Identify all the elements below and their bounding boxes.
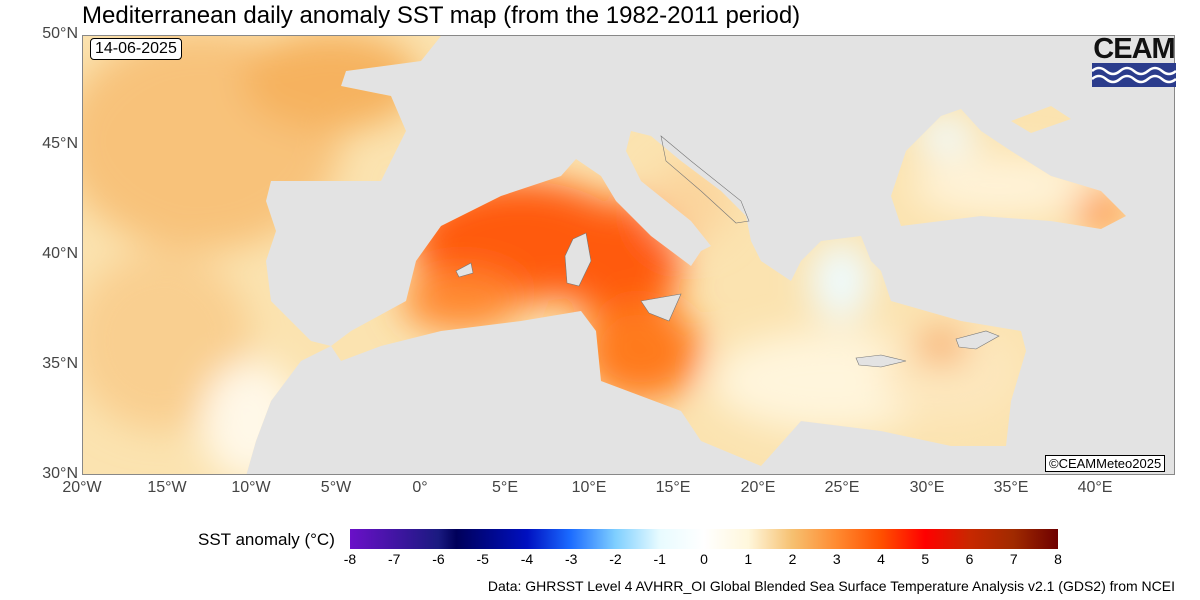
lon-label: 30°E	[909, 479, 945, 496]
colorbar-tick: 1	[744, 551, 753, 567]
lon-label: 35°E	[993, 479, 1029, 496]
colorbar-tick: -7	[388, 551, 401, 567]
colorbar	[350, 529, 1058, 549]
islands	[455, 135, 1000, 368]
date-badge: 14-06-2025	[90, 38, 182, 60]
sardinia-corsica	[564, 232, 592, 287]
colorbar-tick: -4	[520, 551, 534, 567]
colorbar-tick: -3	[565, 551, 578, 567]
lon-label: 0°	[412, 479, 428, 496]
lon-label: 25°E	[824, 479, 860, 496]
copyright-label: ©CEAMMeteo2025	[1045, 455, 1166, 472]
sst-anomaly-field	[83, 36, 1126, 474]
colorbar-tick: 2	[788, 551, 797, 567]
colorbar-tick: -2	[609, 551, 622, 567]
lon-label: 10°E	[571, 479, 607, 496]
lon-label: 20°W	[62, 479, 102, 496]
waves-icon	[1091, 63, 1177, 87]
colorbar-tick: -8	[343, 551, 357, 567]
lon-label: 40°E	[1077, 479, 1113, 496]
lon-label: 5°W	[320, 479, 352, 496]
ceam-logo: CEAM	[1091, 33, 1177, 87]
data-source: Data: GHRSST Level 4 AVHRR_OI Global Ble…	[487, 578, 1175, 594]
colorbar-tick: 3	[832, 551, 841, 567]
colorbar-label: SST anomaly (°C)	[198, 530, 335, 549]
lon-label: 10°W	[231, 479, 271, 496]
colorbar-tick: 8	[1054, 551, 1062, 567]
colorbar-tick: -1	[653, 551, 666, 567]
lon-label: 20°E	[740, 479, 776, 496]
sst-map	[82, 35, 1175, 475]
lat-label: 30°N	[42, 465, 78, 482]
colorbar-tick: -5	[476, 551, 489, 567]
lon-label: 5°E	[492, 479, 518, 496]
lat-label: 40°N	[42, 245, 78, 262]
lon-label: 15°E	[655, 479, 691, 496]
map-title: Mediterranean daily anomaly SST map (fro…	[82, 2, 801, 29]
lon-label: 15°W	[147, 479, 187, 496]
colorbar-tick: 0	[700, 551, 708, 567]
lat-label: 45°N	[42, 135, 78, 152]
colorbar-tick: 5	[921, 551, 930, 567]
sea-layer	[83, 36, 1126, 474]
lat-label: 50°N	[42, 25, 78, 42]
colorbar-tick: 7	[1009, 551, 1018, 567]
colorbar-tick: 6	[965, 551, 974, 567]
colorbar-tick: 4	[877, 551, 885, 567]
logo-text: CEAM	[1093, 33, 1175, 65]
lat-label: 35°N	[42, 355, 78, 372]
colorbar-tick: -6	[432, 551, 445, 567]
